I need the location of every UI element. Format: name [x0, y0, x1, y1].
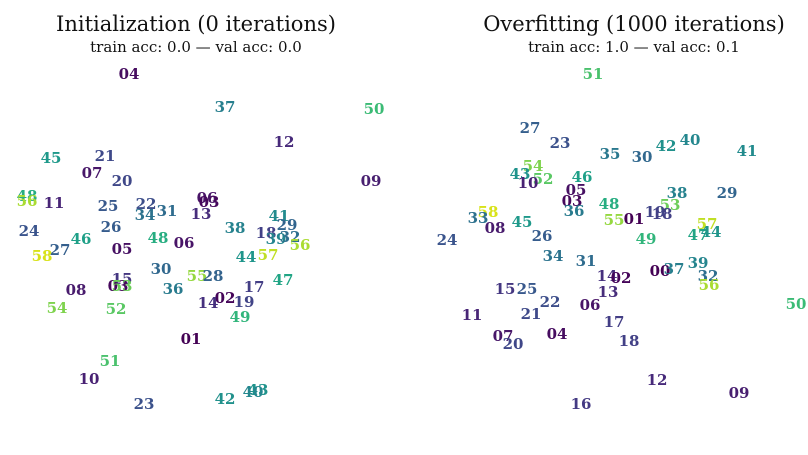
point-label-31: 31: [576, 252, 597, 270]
point-label-37: 37: [215, 98, 236, 116]
point-label-44: 44: [701, 223, 722, 241]
point-label-26: 26: [532, 227, 553, 245]
point-label-42: 42: [215, 390, 236, 408]
point-label-30: 30: [151, 260, 172, 278]
point-label-51: 51: [583, 65, 604, 83]
panel-initialization: Initialization (0 iterations) train acc:…: [0, 0, 404, 455]
point-label-06: 06: [174, 234, 195, 252]
point-label-40: 40: [680, 131, 701, 149]
point-label-11: 11: [44, 194, 65, 212]
point-label-07: 07: [82, 164, 103, 182]
point-label-27: 27: [50, 241, 71, 259]
point-label-56: 56: [290, 236, 311, 254]
point-label-10: 10: [79, 370, 100, 388]
point-label-46: 46: [71, 230, 92, 248]
point-label-54: 54: [47, 299, 68, 317]
point-label-08: 08: [66, 281, 87, 299]
point-label-45: 45: [512, 213, 533, 231]
point-label-49: 49: [636, 230, 657, 248]
point-label-47: 47: [273, 271, 294, 289]
point-label-09: 09: [729, 384, 750, 402]
point-label-49: 49: [230, 308, 251, 326]
point-label-24: 24: [437, 231, 458, 249]
point-label-30: 30: [632, 148, 653, 166]
point-label-23: 23: [134, 395, 155, 413]
point-label-35: 35: [600, 145, 621, 163]
point-label-26: 26: [101, 218, 122, 236]
point-label-31: 31: [157, 202, 178, 220]
point-label-48: 48: [148, 229, 169, 247]
point-label-10: 10: [518, 174, 539, 192]
point-label-40: 40: [243, 383, 264, 401]
point-label-57: 57: [258, 246, 279, 264]
point-label-21: 21: [521, 305, 542, 323]
point-label-22: 22: [540, 293, 561, 311]
point-label-16: 16: [571, 395, 592, 413]
point-label-25: 25: [517, 280, 538, 298]
point-label-05: 05: [112, 240, 133, 258]
point-label-38: 38: [225, 219, 246, 237]
point-label-09: 09: [361, 172, 382, 190]
point-label-11: 11: [462, 306, 483, 324]
point-label-36: 36: [163, 280, 184, 298]
point-label-29: 29: [717, 184, 738, 202]
point-label-45: 45: [41, 149, 62, 167]
point-label-24: 24: [19, 222, 40, 240]
point-label-37: 37: [664, 260, 685, 278]
point-label-20: 20: [112, 172, 133, 190]
point-label-08: 08: [485, 219, 506, 237]
point-label-06: 06: [580, 296, 601, 314]
point-label-51: 51: [100, 352, 121, 370]
point-label-12: 12: [647, 371, 668, 389]
point-label-04: 04: [119, 65, 140, 83]
point-label-44: 44: [236, 248, 257, 266]
point-label-18: 18: [619, 332, 640, 350]
point-label-42: 42: [656, 137, 677, 155]
point-label-14: 14: [198, 294, 219, 312]
point-label-27: 27: [520, 119, 541, 137]
point-label-50: 50: [786, 295, 807, 313]
point-label-28: 28: [203, 267, 224, 285]
point-label-58: 58: [32, 247, 53, 265]
point-label-41: 41: [737, 142, 758, 160]
point-label-34: 34: [135, 206, 156, 224]
point-label-53: 53: [112, 277, 133, 295]
panel-overfitting: Overfitting (1000 iterations) train acc:…: [404, 0, 808, 455]
point-label-25: 25: [98, 197, 119, 215]
point-label-56: 56: [699, 276, 720, 294]
point-label-01: 01: [181, 330, 202, 348]
point-label-56: 56: [17, 192, 38, 210]
point-label-23: 23: [550, 134, 571, 152]
point-label-01: 01: [624, 210, 645, 228]
point-label-15: 15: [495, 280, 516, 298]
point-label-50: 50: [364, 100, 385, 118]
point-label-13: 13: [191, 205, 212, 223]
point-label-18: 18: [652, 205, 673, 223]
point-label-36: 36: [564, 202, 585, 220]
point-label-55: 55: [604, 211, 625, 229]
point-label-12: 12: [274, 133, 295, 151]
point-label-21: 21: [95, 147, 116, 165]
point-label-17: 17: [604, 313, 625, 331]
point-label-52: 52: [106, 300, 127, 318]
point-label-20: 20: [503, 335, 524, 353]
point-label-34: 34: [543, 247, 564, 265]
point-label-04: 04: [547, 325, 568, 343]
point-label-13: 13: [598, 283, 619, 301]
